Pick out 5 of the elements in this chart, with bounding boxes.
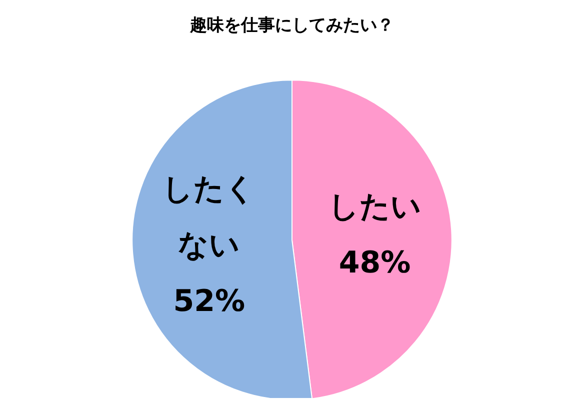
chart-title: 趣味を仕事にしてみたい？ bbox=[189, 16, 394, 36]
data-label: 52% bbox=[173, 284, 246, 319]
slice-label: したい bbox=[328, 189, 422, 224]
data-label: 48% bbox=[338, 245, 411, 280]
slice-label: したくない bbox=[162, 172, 256, 263]
